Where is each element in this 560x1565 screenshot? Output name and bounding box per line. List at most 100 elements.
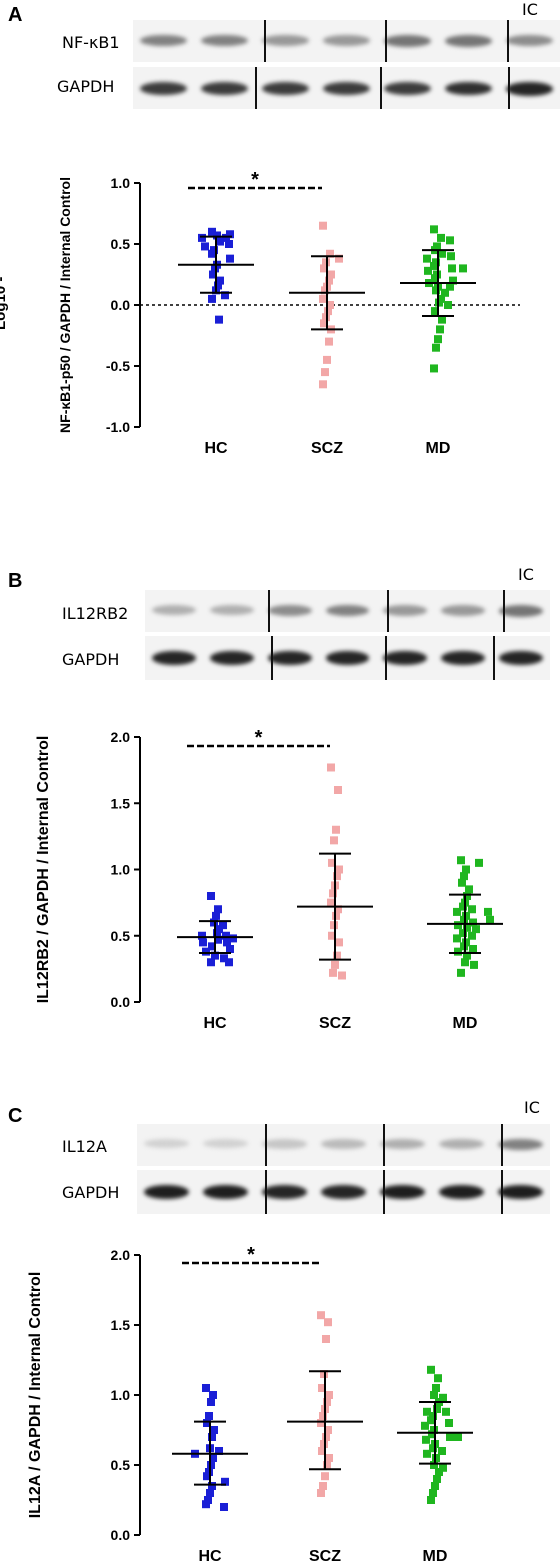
data-point: [434, 1374, 442, 1383]
data-point: [433, 1475, 441, 1483]
data-point: [206, 1489, 214, 1497]
data-point: [319, 221, 327, 230]
western-blot-strip: [133, 20, 560, 62]
data-point: [323, 1398, 331, 1406]
blot-band: [321, 1185, 366, 1199]
x-category-label: HC: [204, 440, 228, 457]
data-point: [319, 1412, 327, 1420]
blot-band: [384, 35, 431, 47]
data-point: [461, 958, 469, 967]
data-point: [327, 763, 335, 772]
western-blot-strip: [133, 67, 560, 109]
data-point: [328, 858, 336, 867]
blot-band: [439, 1139, 484, 1150]
data-point: [225, 240, 233, 248]
data-point: [435, 1468, 443, 1476]
data-point: [205, 1412, 213, 1420]
data-point: [446, 282, 454, 291]
y-axis-prefix: Log10 -: [0, 277, 9, 330]
data-point: [209, 1454, 217, 1462]
data-point: [214, 281, 222, 290]
data-point: [429, 1489, 437, 1497]
blot-band: [380, 1139, 425, 1150]
data-point: [334, 905, 342, 914]
data-point: [458, 878, 466, 887]
x-category-label: MD: [423, 1548, 448, 1565]
western-blot-strip: [137, 1124, 550, 1166]
data-point: [446, 1433, 454, 1441]
blot-band: [203, 1185, 248, 1199]
data-point: [324, 1318, 332, 1327]
blot-band: [140, 82, 187, 96]
data-point: [335, 938, 343, 947]
data-point: [459, 929, 467, 938]
y-tick-label: 2.0: [111, 729, 131, 745]
data-point: [486, 915, 494, 924]
data-point: [333, 951, 341, 960]
blot-band: [383, 605, 428, 616]
panel-letter: A: [8, 4, 23, 26]
data-point: [448, 264, 456, 273]
y-axis-label: IL12A / GAPDH / Internal Control: [27, 1272, 44, 1519]
data-point: [460, 872, 468, 881]
data-point: [214, 905, 222, 914]
panel-letter: C: [8, 1105, 23, 1127]
blot-band: [144, 1139, 189, 1149]
blot-label: GAPDH: [62, 1183, 120, 1202]
blot-band: [144, 1185, 189, 1199]
blot-band: [325, 651, 370, 665]
data-point: [319, 380, 327, 389]
data-point: [328, 931, 336, 940]
data-point: [423, 254, 431, 263]
blot-divider: [387, 590, 389, 632]
data-point: [317, 1419, 325, 1427]
data-point: [223, 938, 231, 947]
data-point: [222, 931, 230, 940]
x-category-label: SCZ: [311, 440, 343, 457]
data-point: [453, 907, 461, 916]
data-point: [469, 945, 477, 953]
blot-divider: [507, 20, 509, 62]
data-point: [429, 1412, 437, 1420]
data-point: [439, 1393, 447, 1402]
blot-band: [380, 1185, 425, 1199]
blot-band: [262, 35, 309, 46]
blot-divider: [268, 590, 270, 632]
data-point: [199, 938, 207, 947]
blot-divider: [501, 1124, 503, 1166]
x-category-label: HC: [203, 1015, 227, 1032]
blot-divider: [508, 67, 510, 109]
data-point: [463, 923, 471, 932]
blot-label: IL12RB2: [62, 604, 129, 623]
data-point: [335, 865, 343, 874]
data-point: [212, 911, 220, 920]
data-point: [326, 249, 334, 258]
data-point: [438, 1447, 446, 1455]
blot-label: NF-κB1: [62, 33, 120, 52]
data-point: [472, 925, 480, 934]
blot-band: [498, 1139, 543, 1151]
blot-band: [506, 35, 553, 46]
data-point: [427, 1496, 435, 1504]
data-point: [321, 368, 329, 377]
data-point: [329, 968, 337, 977]
y-axis-label: NF-κB1-p50 / GAPDH / Internal Control: [57, 177, 73, 433]
data-point: [221, 291, 229, 300]
data-point: [423, 1449, 431, 1458]
data-point: [436, 325, 444, 334]
blot-band: [499, 605, 544, 617]
data-point: [202, 1500, 210, 1509]
y-tick-label: 2.0: [111, 1247, 131, 1263]
data-point: [208, 294, 216, 303]
blot-band: [325, 605, 370, 617]
western-blot-strip: [137, 1170, 550, 1214]
ic-label: IC: [518, 565, 534, 584]
scatter-chart: 2.0 1.5 1.0 0.5 0.0 IL12A / GAPDH / Internal …: [27, 1244, 473, 1565]
data-point: [431, 274, 439, 283]
data-point: [453, 934, 461, 943]
data-point: [424, 266, 432, 275]
blot-band: [506, 82, 553, 96]
data-point: [335, 254, 343, 263]
significance-star: *: [251, 169, 259, 191]
data-point: [432, 1384, 440, 1392]
